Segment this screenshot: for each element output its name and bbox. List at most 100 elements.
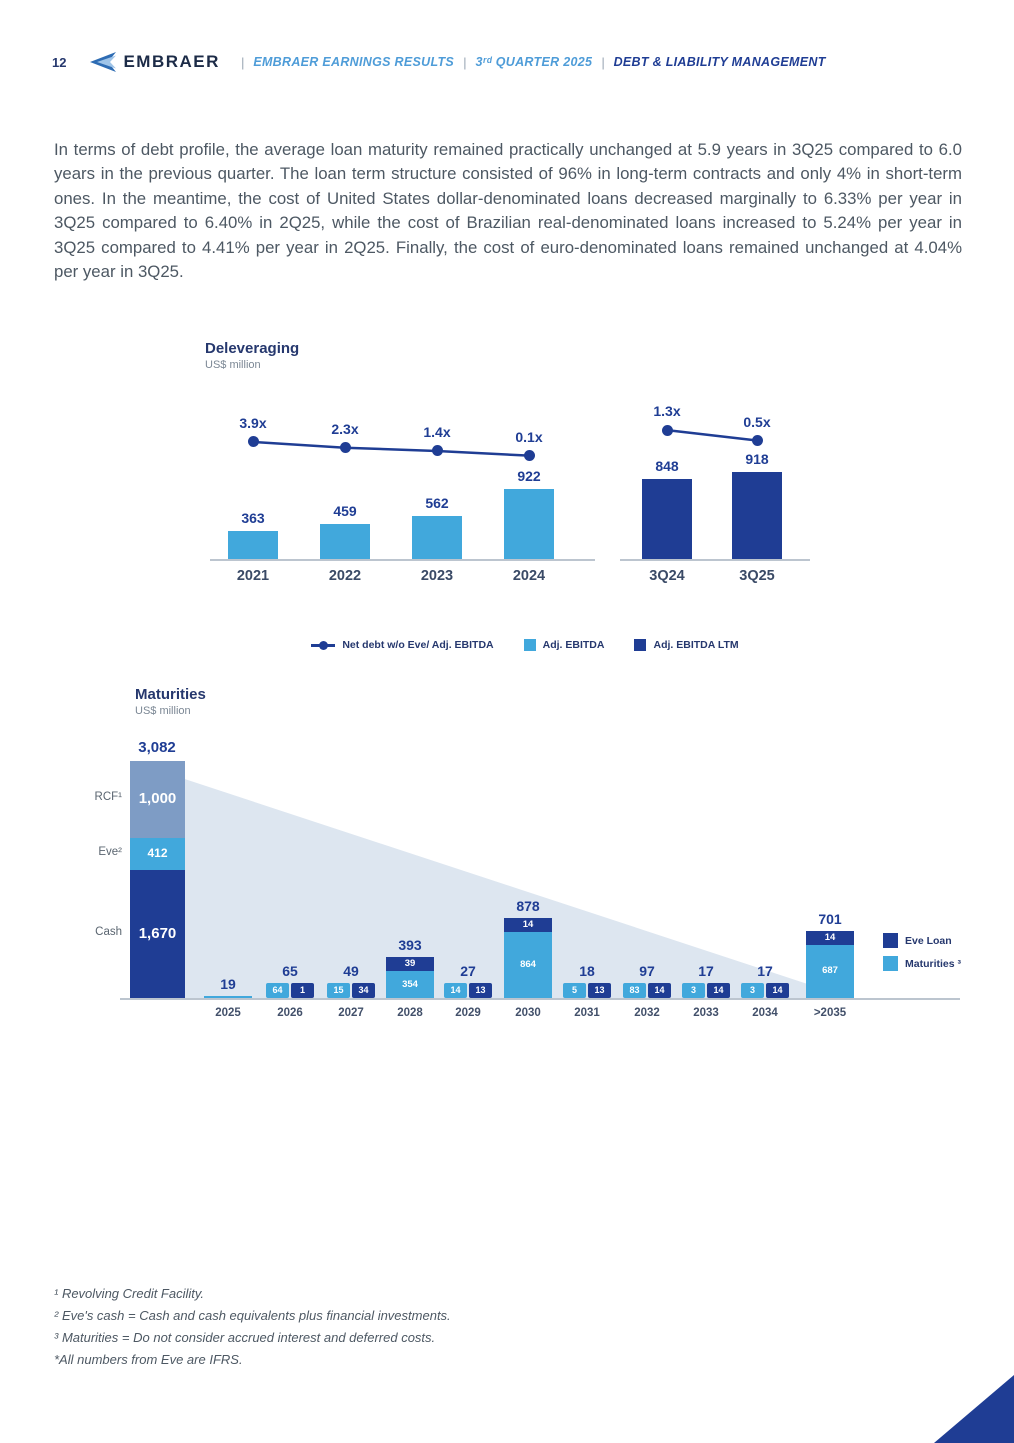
bar-value-label: 848 xyxy=(655,457,679,474)
footnote-1: ¹ Revolving Credit Facility. xyxy=(54,1286,205,1301)
embraer-logo: EMBRAER xyxy=(88,52,219,72)
stacked-bar-segment: 1,000 xyxy=(130,761,185,838)
ratio-label: 0.5x xyxy=(743,413,771,430)
deleveraging-title: Deleveraging xyxy=(205,340,300,357)
chip-label: 3 xyxy=(690,985,696,995)
chip-label: 5 xyxy=(571,985,577,995)
bar xyxy=(642,478,692,559)
bar-cap: 14 xyxy=(806,931,854,946)
bar-value-label: 363 xyxy=(241,510,265,527)
maturities-canvas: 3,082 1,000 RCF¹ 412 Eve² 1,670 Cash 19 2025 64 1 6… xyxy=(95,733,975,1038)
bar-total-label: 65 xyxy=(282,963,298,979)
legend-line-dot-icon xyxy=(311,640,336,651)
bar-segment-label: 354 xyxy=(402,978,418,990)
background-triangle-decoration xyxy=(130,761,850,998)
axis-baseline xyxy=(120,998,960,1000)
bar-cap: 39 xyxy=(386,956,434,971)
value-chip: 13 xyxy=(588,983,611,998)
chip-label: 14 xyxy=(450,985,461,995)
header-separator: | xyxy=(240,54,245,70)
bar-value-label: 459 xyxy=(333,503,357,520)
legend-label: Net debt w/o Eve/ Adj. EBITDA xyxy=(342,639,494,651)
axis-baseline xyxy=(210,559,595,561)
value-chip: 14 xyxy=(707,983,730,998)
x-axis-label: 2026 xyxy=(277,1007,303,1019)
x-axis-label: 2031 xyxy=(574,1007,600,1019)
stacked-bar-total-label: 3,082 xyxy=(138,739,176,756)
value-chip: 15 xyxy=(327,983,350,998)
maturities-legend: Eve Loan Maturities ³ xyxy=(883,933,961,979)
bar-value-label: 918 xyxy=(745,451,769,467)
value-chip: 34 xyxy=(352,983,375,998)
bar-segment-label: 39 xyxy=(404,957,416,969)
segment-value-label: 1,000 xyxy=(138,790,177,807)
bar-total-label: 701 xyxy=(818,911,842,928)
stacked-bar-segment: 412 xyxy=(130,837,185,870)
bar-segment-label: 687 xyxy=(822,965,838,977)
bar-total-label: 49 xyxy=(343,963,359,979)
x-axis-label: 2022 xyxy=(328,568,362,584)
brand-name: EMBRAER xyxy=(123,52,220,71)
x-axis-label: 2029 xyxy=(455,1007,481,1019)
value-chip: 3 xyxy=(741,983,764,998)
bar xyxy=(412,516,462,559)
header-quarter: 3ʳᵈ QUARTER 2025 xyxy=(475,55,593,69)
value-chip: 14 xyxy=(444,983,467,998)
chip-label: 15 xyxy=(333,985,344,995)
footnote-4: *All numbers from Eve are IFRS. xyxy=(54,1352,243,1367)
header-separator: | xyxy=(601,54,605,70)
bar-total-label: 18 xyxy=(579,963,595,979)
chip-label: 14 xyxy=(772,985,783,995)
value-chip: 3 xyxy=(682,983,705,998)
value-chip: 13 xyxy=(469,983,492,998)
footnotes: ¹ Revolving Credit Facility. ² Eve's cas… xyxy=(54,1283,451,1371)
legend-item: Adj. EBITDA xyxy=(523,639,605,651)
line-marker xyxy=(431,445,443,457)
header-report-title: EMBRAER EARNINGS RESULTS xyxy=(253,55,455,69)
legend-label: Adj. EBITDA xyxy=(542,639,605,651)
deleveraging-chart: Deleveraging US$ million 363 2021 3.9x 459 2… xyxy=(205,340,845,651)
x-axis-label: 2027 xyxy=(338,1007,364,1019)
chip-label: 3 xyxy=(749,985,755,995)
footnote-3: ³ Maturities = Do not consider accrued i… xyxy=(54,1330,436,1345)
x-axis-label: 2028 xyxy=(397,1007,423,1019)
bar-total-label: 19 xyxy=(220,976,236,992)
maturities-chart: Maturities US$ million 3,082 1,000 RCF¹ 412… xyxy=(95,686,975,1038)
x-axis-label: 2024 xyxy=(512,568,546,584)
axis-baseline xyxy=(620,559,810,561)
legend-item: Eve Loan xyxy=(883,933,961,948)
segment-value-label: 412 xyxy=(147,845,168,860)
x-axis-label: 3Q25 xyxy=(739,568,775,584)
bar: 687 xyxy=(806,945,854,998)
bar-total-label: 27 xyxy=(460,963,476,979)
net-debt-line xyxy=(252,428,758,457)
legend-swatch-icon xyxy=(883,933,898,948)
bar-cap: 14 xyxy=(504,917,552,932)
maturities-subtitle: US$ million xyxy=(135,705,191,717)
value-chip: 83 xyxy=(623,983,646,998)
legend-item: Adj. EBITDA LTM xyxy=(634,639,739,651)
footnote-2: ² Eve's cash = Cash and cash equivalents… xyxy=(54,1308,451,1323)
page-header: 12 EMBRAER | EMBRAER EARNINGS RESULTS | … xyxy=(52,52,974,72)
deleveraging-subtitle: US$ million xyxy=(205,359,261,371)
x-axis-label: 2033 xyxy=(693,1007,719,1019)
page-number: 12 xyxy=(52,54,67,70)
legend-label: Eve Loan xyxy=(905,934,952,947)
x-axis-label: 2034 xyxy=(752,1007,778,1019)
ratio-label: 0.1x xyxy=(515,428,543,445)
ratio-label: 2.3x xyxy=(331,420,359,437)
legend-swatch-icon xyxy=(634,639,647,651)
x-axis-label: 2032 xyxy=(634,1007,660,1019)
chip-label: 13 xyxy=(475,985,486,995)
legend-item: Net debt w/o Eve/ Adj. EBITDA xyxy=(311,639,494,651)
bar: 354 xyxy=(386,970,434,998)
value-chip: 64 xyxy=(266,983,289,998)
ratio-label: 3.9x xyxy=(239,414,267,431)
legend-swatch-icon xyxy=(883,956,898,971)
bar-value-label: 562 xyxy=(425,495,449,512)
legend-label: Maturities ³ xyxy=(905,957,962,970)
legend-swatch-icon xyxy=(523,639,536,651)
chip-label: 34 xyxy=(358,985,369,995)
bar xyxy=(504,489,554,559)
bar xyxy=(204,996,252,998)
